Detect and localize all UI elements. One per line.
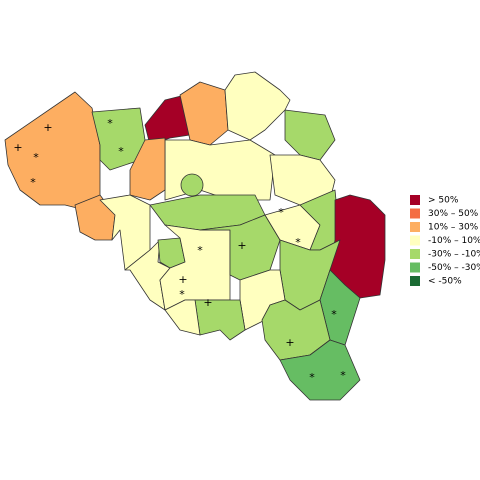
legend-swatch — [410, 249, 420, 259]
region — [91, 107, 146, 171]
legend-label: 30% – 50% — [428, 209, 479, 219]
legend-label: -10% – 10% — [428, 236, 480, 246]
legend-swatch — [410, 276, 420, 286]
region — [269, 154, 336, 206]
region — [224, 71, 291, 141]
region — [164, 139, 276, 201]
region — [261, 299, 331, 361]
marker: * — [107, 117, 113, 130]
legend-swatch — [410, 208, 420, 219]
legend-swatch — [410, 195, 420, 205]
marker: * — [340, 369, 346, 382]
regions — [4, 71, 386, 401]
legend-label: -30% – -10% — [428, 250, 480, 260]
legend-swatch — [410, 222, 420, 232]
marker: * — [309, 371, 315, 384]
marker: * — [295, 236, 301, 249]
legend-label: > 50% — [428, 196, 459, 206]
markers: * * * * * * * * * * * + + + + + + — [13, 117, 346, 384]
region — [279, 339, 361, 401]
marker: * — [278, 206, 284, 219]
legend: > 50% 30% – 50% 10% – 30% -10% – 10% -30% – … — [410, 195, 480, 287]
region — [159, 224, 231, 311]
marker: * — [30, 176, 36, 189]
legend-label: -50% – -30% — [428, 263, 480, 273]
legend-label: 10% – 30% — [428, 223, 479, 233]
marker: + — [178, 273, 187, 286]
region — [164, 299, 201, 336]
legend-swatch — [410, 262, 420, 273]
marker: + — [237, 239, 246, 252]
legend-label: < -50% — [428, 277, 462, 287]
marker: * — [118, 145, 124, 158]
marker: + — [13, 141, 22, 154]
marker: + — [203, 296, 212, 309]
region — [180, 173, 204, 197]
region — [194, 299, 246, 341]
region — [284, 109, 336, 161]
marker: * — [331, 308, 337, 321]
marker: * — [197, 244, 203, 257]
marker: + — [43, 121, 52, 134]
marker: * — [33, 151, 39, 164]
legend-swatch — [410, 235, 420, 246]
marker: * — [179, 288, 185, 301]
marker: + — [285, 336, 294, 349]
